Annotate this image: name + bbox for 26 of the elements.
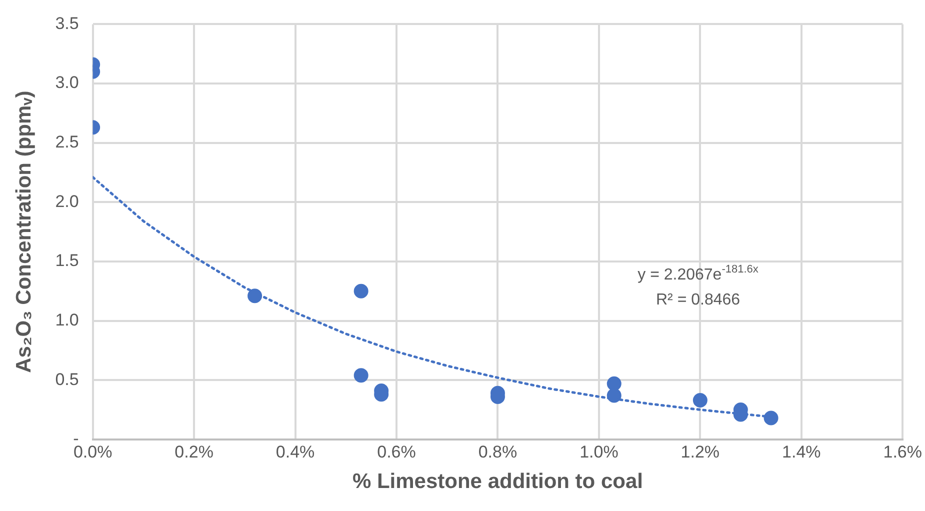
- y-axis-title: As₂O₃ Concentration (ppmᵥ): [12, 90, 36, 373]
- y-tick-label: 1.5: [55, 251, 79, 270]
- x-tick-label: 0.0%: [73, 442, 112, 462]
- x-tick-label: 0.6%: [377, 442, 416, 462]
- x-tick-label: 1.6%: [883, 442, 922, 462]
- x-axis-title: % Limestone addition to coal: [352, 470, 643, 494]
- point: [764, 410, 778, 426]
- point: [692, 393, 708, 408]
- y-tick-label: 1.0: [55, 310, 79, 330]
- x-tick-label: 1.2%: [680, 442, 720, 462]
- x-tick-label: 0.8%: [478, 442, 518, 462]
- point: [248, 288, 262, 304]
- x-tick-label: 0.4%: [276, 442, 315, 462]
- y-tick-label: 3.5: [55, 14, 79, 33]
- x-tick-label: 1.0%: [580, 442, 618, 462]
- x-tick-label: 0.2%: [174, 442, 214, 462]
- annotation: R² = 0.8466: [656, 291, 740, 308]
- x-tick-label: 1.4%: [782, 442, 821, 462]
- y-tick-label: 2.0: [55, 192, 79, 211]
- y-tick-label: 3.0: [55, 73, 79, 92]
- y-tick-label: 2.5: [55, 132, 79, 152]
- point: [606, 388, 622, 403]
- point: [354, 284, 368, 298]
- point: [606, 376, 622, 391]
- point: [354, 368, 368, 383]
- y-tick-label: 0.5: [55, 370, 79, 389]
